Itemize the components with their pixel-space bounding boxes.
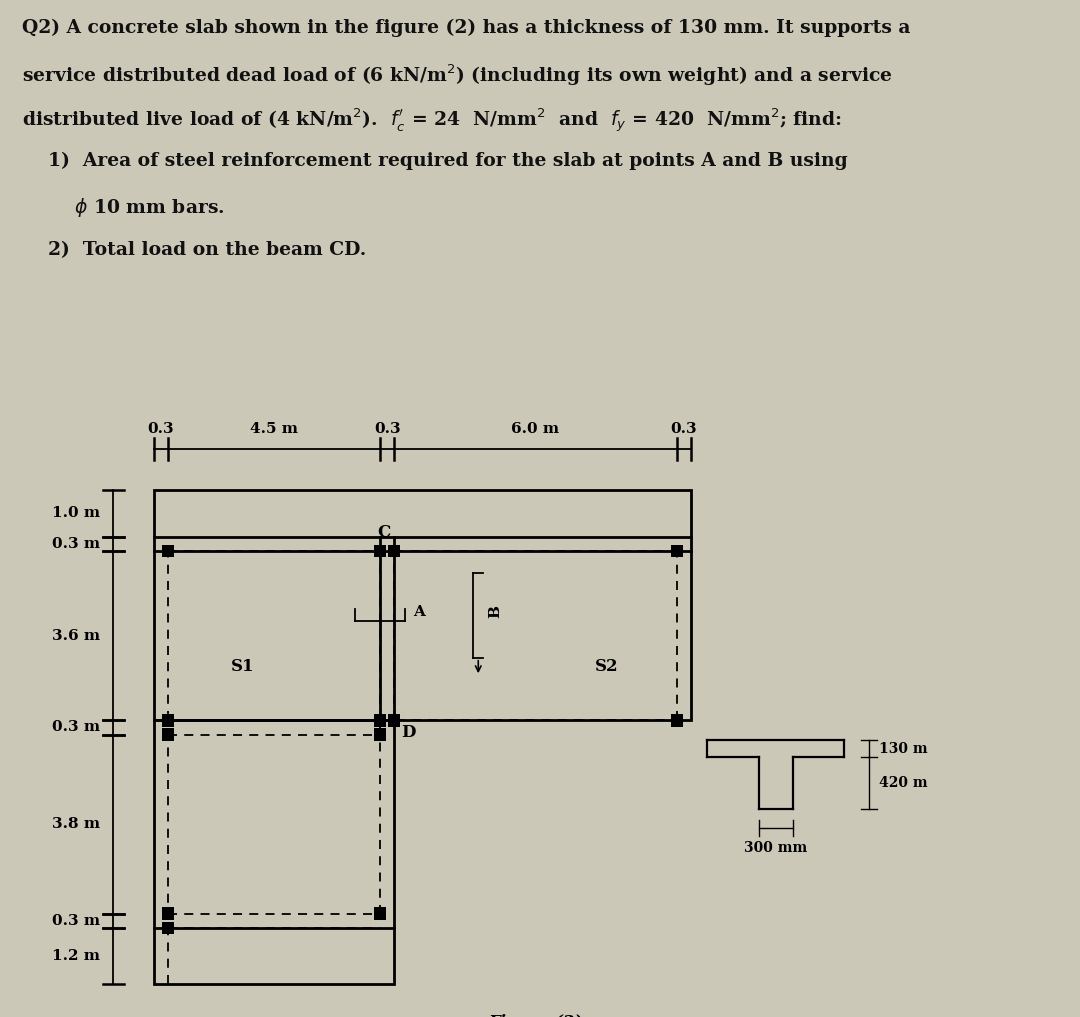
Text: A: A xyxy=(413,605,424,619)
Text: 0.3 m: 0.3 m xyxy=(52,537,100,551)
Text: 1.2 m: 1.2 m xyxy=(52,949,100,963)
Text: 4.5 m: 4.5 m xyxy=(251,422,298,436)
Bar xyxy=(162,907,174,919)
Text: C: C xyxy=(377,524,391,541)
Bar xyxy=(153,720,394,984)
Bar xyxy=(374,544,387,557)
Bar xyxy=(162,714,174,726)
Text: 1)  Area of steel reinforcement required for the slab at points A and B using: 1) Area of steel reinforcement required … xyxy=(22,152,848,170)
Text: 300 mm: 300 mm xyxy=(744,841,807,855)
Bar xyxy=(374,907,387,919)
Text: 3.6 m: 3.6 m xyxy=(52,629,100,643)
Bar xyxy=(374,907,387,919)
Bar xyxy=(162,544,174,557)
Text: D: D xyxy=(401,724,415,740)
Text: 3.8 m: 3.8 m xyxy=(52,817,100,831)
Text: 130 m: 130 m xyxy=(879,741,928,756)
Text: 0.3: 0.3 xyxy=(671,422,698,436)
Bar xyxy=(388,544,401,557)
Bar xyxy=(162,921,174,934)
Text: 0.3: 0.3 xyxy=(148,422,174,436)
Text: Q2) A concrete slab shown in the figure (2) has a thickness of 130 mm. It suppor: Q2) A concrete slab shown in the figure … xyxy=(22,18,910,37)
Text: 1.0 m: 1.0 m xyxy=(52,506,100,520)
Text: $\phi$ 10 mm bars.: $\phi$ 10 mm bars. xyxy=(22,196,225,220)
Text: service distributed dead load of (6 kN/m$^2$) (including its own weight) and a s: service distributed dead load of (6 kN/m… xyxy=(22,63,892,88)
Text: 420 m: 420 m xyxy=(879,776,928,790)
Text: 6.0 m: 6.0 m xyxy=(512,422,559,436)
Text: S1: S1 xyxy=(230,658,254,674)
Text: 0.3 m: 0.3 m xyxy=(52,720,100,734)
Text: 0.3 m: 0.3 m xyxy=(52,913,100,928)
Text: Figure (2): Figure (2) xyxy=(488,1014,583,1017)
Bar xyxy=(374,714,387,726)
Text: B: B xyxy=(488,605,502,618)
Bar xyxy=(162,728,174,740)
Text: S2: S2 xyxy=(594,658,618,674)
Bar xyxy=(388,714,401,726)
Bar xyxy=(374,728,387,740)
Bar xyxy=(671,714,684,726)
Bar xyxy=(153,489,691,720)
Text: 2)  Total load on the beam CD.: 2) Total load on the beam CD. xyxy=(22,241,366,258)
Bar xyxy=(671,544,684,557)
Text: 0.3: 0.3 xyxy=(374,422,401,436)
Text: distributed live load of (4 kN/m$^2$).  $f_c^\prime$ = 24  N/mm$^2$  and  $f_y$ : distributed live load of (4 kN/m$^2$). $… xyxy=(22,108,841,135)
